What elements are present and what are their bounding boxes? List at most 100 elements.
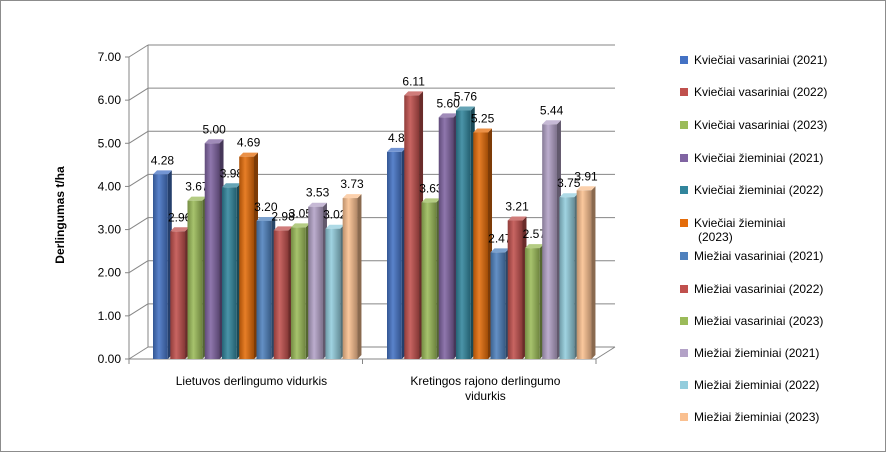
legend-swatch	[680, 186, 688, 194]
data-label: 3.20	[254, 200, 278, 214]
legend-swatch	[680, 285, 688, 293]
legend-label: Kviečiai vasariniai (2021)	[694, 53, 828, 67]
bar	[524, 248, 540, 359]
legend-label: Miežiai vasariniai (2023)	[694, 314, 824, 328]
data-label: 3.63	[419, 181, 443, 195]
data-label: 2.47	[488, 231, 512, 245]
gridline-side	[128, 217, 149, 230]
y-tick-label: 1.00	[98, 309, 122, 323]
legend-swatch	[680, 121, 688, 129]
bar	[438, 117, 454, 360]
data-label: 3.73	[340, 177, 364, 191]
data-label: 4.28	[151, 153, 175, 167]
bar-top	[507, 216, 527, 221]
data-label: 3.05	[289, 206, 313, 220]
bar-top	[490, 248, 510, 253]
data-label: 3.02	[323, 208, 347, 222]
bar-top	[170, 227, 190, 232]
y-tick-label: 3.00	[98, 223, 122, 237]
bar-top	[559, 193, 579, 198]
bar-top	[273, 226, 293, 231]
data-label: 6.11	[402, 74, 425, 88]
bar-top	[308, 202, 327, 207]
legend-label: Kviečiai žieminiai (2021)	[694, 151, 824, 165]
y-tick-label: 4.00	[98, 179, 122, 193]
legend-swatch	[680, 252, 688, 260]
bar	[473, 132, 489, 359]
bar-top	[239, 152, 259, 157]
bar-top	[342, 194, 362, 199]
bar	[455, 110, 471, 359]
data-label: 4.8	[388, 131, 405, 145]
data-label: 2.57	[523, 227, 547, 241]
bar	[576, 190, 592, 359]
bar	[559, 197, 575, 359]
legend-swatch	[680, 317, 688, 325]
bar-top	[524, 244, 544, 249]
bar	[221, 187, 237, 359]
bar	[404, 95, 420, 359]
data-label: 5.76	[454, 89, 478, 103]
y-tick-label: 6.00	[98, 93, 122, 107]
data-label: 4.69	[237, 136, 261, 150]
legend-swatch	[680, 413, 688, 421]
data-label: 5.44	[540, 103, 564, 117]
data-label: 3.98	[220, 166, 244, 180]
bar	[325, 228, 341, 359]
bar	[170, 231, 186, 359]
data-label: 3.75	[557, 176, 581, 190]
legend-label: Miežiai žieminiai (2023)	[694, 410, 820, 424]
data-label: 5.25	[471, 112, 495, 126]
bar-top	[256, 216, 276, 221]
x-category-label: Lietuvos derlingumo vidurkis	[176, 374, 327, 388]
bar	[421, 202, 437, 359]
bar-top	[204, 139, 224, 144]
legend-swatch	[680, 88, 688, 96]
gridline-side	[128, 260, 149, 274]
bar-top	[387, 147, 406, 152]
gridline-side	[128, 130, 149, 144]
data-label: 5.60	[436, 96, 460, 110]
bar-top	[438, 113, 458, 118]
y-axis-label: Derlingumas t/ha	[53, 166, 67, 264]
legend-label: Kviečiai vasariniai (2023)	[694, 118, 828, 132]
gridline-side	[128, 44, 149, 58]
bar-top	[455, 106, 475, 111]
legend-label: Miežiai žieminiai (2022)	[694, 378, 820, 392]
y-tick-label: 5.00	[98, 136, 122, 150]
bar	[342, 198, 358, 359]
bar	[387, 151, 402, 359]
data-label: 3.67	[185, 180, 209, 194]
gridline-side	[128, 174, 149, 187]
bar	[153, 174, 168, 359]
bar-top	[187, 196, 207, 201]
gridline-side	[128, 303, 149, 317]
x-category-label: Kretingos rajono derlingumo	[410, 374, 560, 388]
bar	[308, 206, 323, 359]
bar	[187, 200, 203, 359]
data-label: 3.21	[505, 200, 529, 214]
bar-top	[576, 186, 596, 191]
data-label: 2.98	[271, 209, 295, 223]
bar	[239, 156, 255, 359]
bar	[290, 227, 306, 359]
legend-label: Kviečiai žieminiai (2023)	[694, 216, 786, 244]
bar	[507, 220, 523, 359]
data-label: 2.96	[168, 210, 192, 224]
bar-side	[591, 186, 596, 359]
legend-swatch	[680, 219, 688, 227]
bar-top	[404, 91, 424, 96]
y-tick-label: 0.00	[98, 352, 122, 366]
legend-label: Miežiai žieminiai (2021)	[694, 346, 820, 360]
legend-label: Kviečiai žieminiai (2022)	[694, 183, 824, 197]
floor-right-edge	[595, 346, 616, 360]
bar-top	[421, 198, 441, 203]
bar-top	[221, 183, 241, 188]
bar-top	[325, 224, 345, 229]
bar-top	[290, 223, 310, 228]
data-label: 5.00	[202, 122, 226, 136]
data-label: 3.91	[574, 169, 598, 183]
y-tick-label: 7.00	[98, 50, 122, 64]
bar-top	[542, 120, 561, 125]
